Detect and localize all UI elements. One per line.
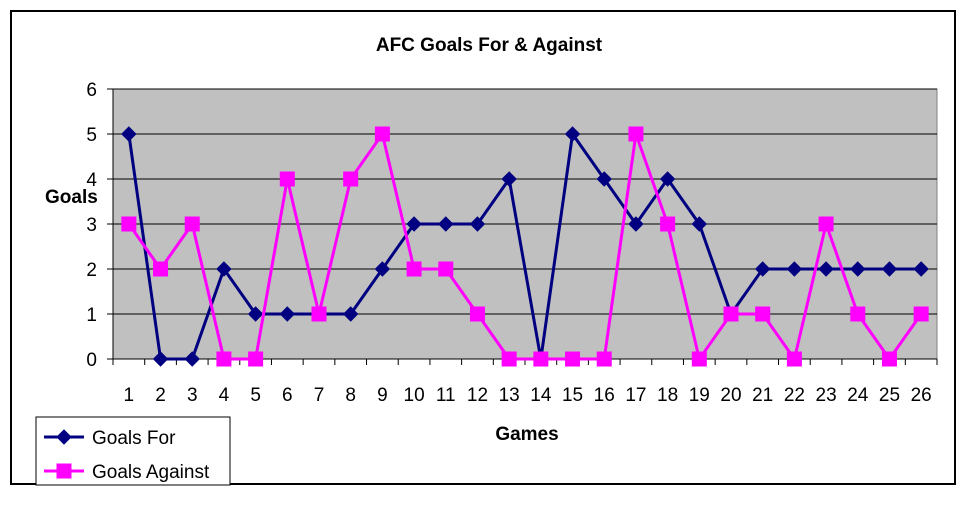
data-point (121, 216, 137, 232)
data-point (374, 261, 391, 277)
x-tick-label: 9 (377, 385, 388, 406)
x-tick-label: 17 (625, 385, 646, 406)
x-tick-label: 24 (847, 385, 869, 406)
series-group (121, 126, 929, 367)
x-tick-label: 15 (562, 385, 583, 406)
x-tick-label: 21 (752, 385, 773, 406)
data-point (342, 306, 359, 322)
data-point (469, 306, 485, 322)
chart-frame (10, 10, 956, 485)
x-tick-label: 5 (250, 385, 261, 406)
x-tick-label: 18 (657, 385, 678, 406)
series-goals-against (121, 126, 929, 367)
data-point (628, 126, 644, 142)
data-point (755, 306, 771, 322)
data-point (406, 261, 422, 277)
y-axis-ticks: 0 1 2 3 4 5 6 (86, 80, 113, 371)
data-point (247, 306, 264, 322)
data-point (818, 261, 834, 277)
x-tick-label: 11 (436, 385, 456, 406)
y-axis-title: Goals (45, 187, 98, 208)
x-tick-label: 20 (720, 385, 741, 406)
legend-marker (56, 429, 72, 445)
x-tick-label: 13 (499, 385, 520, 406)
data-point (850, 306, 866, 322)
x-tick-label: 8 (345, 385, 356, 406)
data-point (913, 306, 929, 322)
data-point (374, 126, 390, 142)
data-point (881, 261, 898, 277)
y-tick-label: 4 (86, 170, 97, 191)
data-point (660, 216, 676, 232)
x-tick-label: 3 (187, 385, 198, 406)
data-point (596, 351, 612, 367)
data-point (850, 261, 866, 277)
legend-label: Goals For (92, 428, 176, 449)
data-point (564, 126, 581, 142)
x-tick-label: 1 (124, 385, 135, 406)
data-point (469, 216, 486, 232)
data-point (501, 171, 517, 187)
data-point (279, 306, 296, 322)
y-tick-label: 6 (86, 80, 97, 101)
data-point (533, 351, 549, 367)
data-point (501, 351, 517, 367)
data-point (184, 216, 200, 232)
data-point (659, 171, 676, 187)
data-point (691, 216, 708, 232)
x-tick-label: 25 (879, 385, 900, 406)
y-tick-label: 3 (86, 215, 97, 236)
x-axis-title: Games (495, 424, 558, 445)
legend: Goals For Goals Against (35, 416, 231, 486)
x-tick-label: 26 (911, 385, 932, 406)
x-tick-label: 22 (784, 385, 805, 406)
data-point (786, 351, 802, 367)
y-tick-label: 0 (86, 350, 97, 371)
data-point (406, 216, 422, 232)
y-tick-label: 1 (86, 305, 97, 326)
x-tick-label: 12 (467, 385, 488, 406)
data-point (628, 216, 644, 232)
data-point (153, 261, 169, 277)
data-point (691, 351, 707, 367)
data-point (596, 171, 612, 187)
legend-label: Goals Against (92, 462, 210, 483)
data-point (216, 351, 232, 367)
data-point (121, 126, 137, 142)
data-point (311, 306, 327, 322)
data-point (248, 351, 264, 367)
x-tick-label: 4 (219, 385, 230, 406)
data-point (279, 171, 295, 187)
x-tick-label: 19 (689, 385, 710, 406)
x-tick-label: 23 (816, 385, 837, 406)
data-point (565, 351, 581, 367)
y-tick-label: 2 (86, 260, 97, 281)
x-tick-label: 2 (155, 385, 166, 406)
x-axis-ticks: 1 2 3 4 5 6 7 8 9 10 11 12 13 14 15 16 17 18 19 20 21 22 23 24 2… (112, 359, 938, 406)
data-point (152, 351, 169, 367)
x-tick-label: 10 (404, 385, 425, 406)
x-tick-label: 14 (530, 385, 552, 406)
data-point (754, 261, 771, 277)
data-point (343, 171, 359, 187)
x-tick-label: 7 (314, 385, 325, 406)
data-point (913, 261, 929, 277)
data-point (438, 216, 454, 232)
data-point (216, 261, 232, 277)
data-point (786, 261, 803, 277)
data-point (881, 351, 897, 367)
y-tick-label: 5 (86, 125, 97, 146)
data-point (723, 306, 739, 322)
data-point (184, 351, 200, 367)
chart-title: AFC Goals For & Against (376, 35, 603, 56)
data-point (438, 261, 454, 277)
x-tick-label: 6 (282, 385, 293, 406)
x-tick-label: 16 (594, 385, 615, 406)
legend-marker (56, 463, 72, 479)
data-point (818, 216, 834, 232)
